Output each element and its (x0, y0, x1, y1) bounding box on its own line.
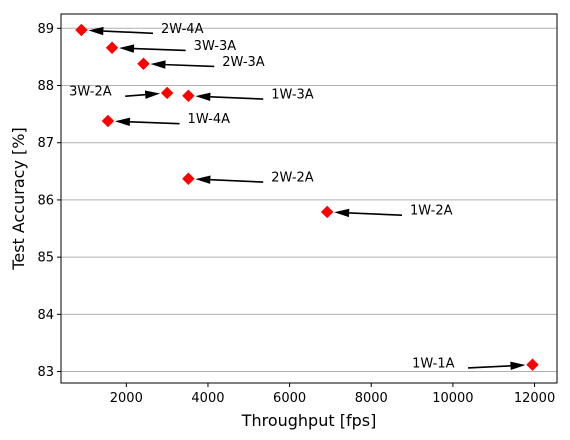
data-point (160, 86, 174, 100)
grid-layer (61, 27, 557, 373)
data-point (320, 205, 334, 219)
annotation-arrow (195, 175, 264, 184)
y-tick-label: 88 (37, 79, 54, 94)
x-tick-label: 2000 (110, 391, 143, 406)
annotation-arrow (195, 92, 264, 101)
annotation-arrow (150, 60, 215, 69)
annotation-label: 3W-3A (194, 39, 237, 54)
x-tick-label: 8000 (355, 391, 388, 406)
x-tick-label: 12000 (514, 391, 555, 406)
annotation-label: 2W-2A (271, 171, 314, 186)
y-tick-label: 86 (37, 193, 54, 208)
data-point (137, 57, 150, 70)
y-axis-label: Test Accuracy [%] (9, 127, 28, 270)
annotation-label: 1W-4A (188, 112, 231, 127)
x-axis-label: Throughput [fps] (241, 411, 377, 430)
annotation-label: 1W-2A (410, 204, 453, 219)
x-axis-ticks: 2000 4000 6000 8000 10000 12000 (110, 383, 555, 406)
annotation-arrow (119, 44, 186, 53)
annotation-arrow (114, 117, 180, 127)
plot-frame (60, 13, 558, 384)
y-tick-label: 83 (37, 365, 54, 380)
y-tick-label: 89 (37, 22, 54, 37)
data-point (75, 23, 88, 37)
x-tick-label: 6000 (273, 391, 306, 406)
annotation-arrows (88, 26, 526, 371)
y-axis-ticks: 83 84 85 86 87 88 89 (37, 22, 61, 380)
annotation-label: 1W-1A (412, 356, 455, 371)
annotation-label: 3W-2A (69, 85, 112, 100)
data-points (75, 23, 539, 371)
annotation-arrow (88, 26, 154, 36)
data-point (526, 358, 539, 371)
y-tick-label: 85 (37, 251, 54, 266)
data-point (182, 172, 195, 185)
annotation-arrow (125, 90, 161, 99)
annotation-arrow (334, 208, 403, 218)
data-point (105, 41, 119, 54)
annotation-arrow (468, 361, 526, 371)
x-tick-label: 10000 (432, 391, 473, 406)
y-tick-label: 84 (37, 308, 54, 323)
x-tick-label: 4000 (191, 391, 224, 406)
annotation-label: 2W-3A (222, 55, 265, 70)
annotation-label: 2W-4A (161, 22, 204, 37)
annotation-label: 1W-3A (271, 88, 314, 103)
data-point (101, 114, 115, 128)
data-point (182, 89, 195, 103)
y-tick-label: 87 (37, 136, 54, 151)
